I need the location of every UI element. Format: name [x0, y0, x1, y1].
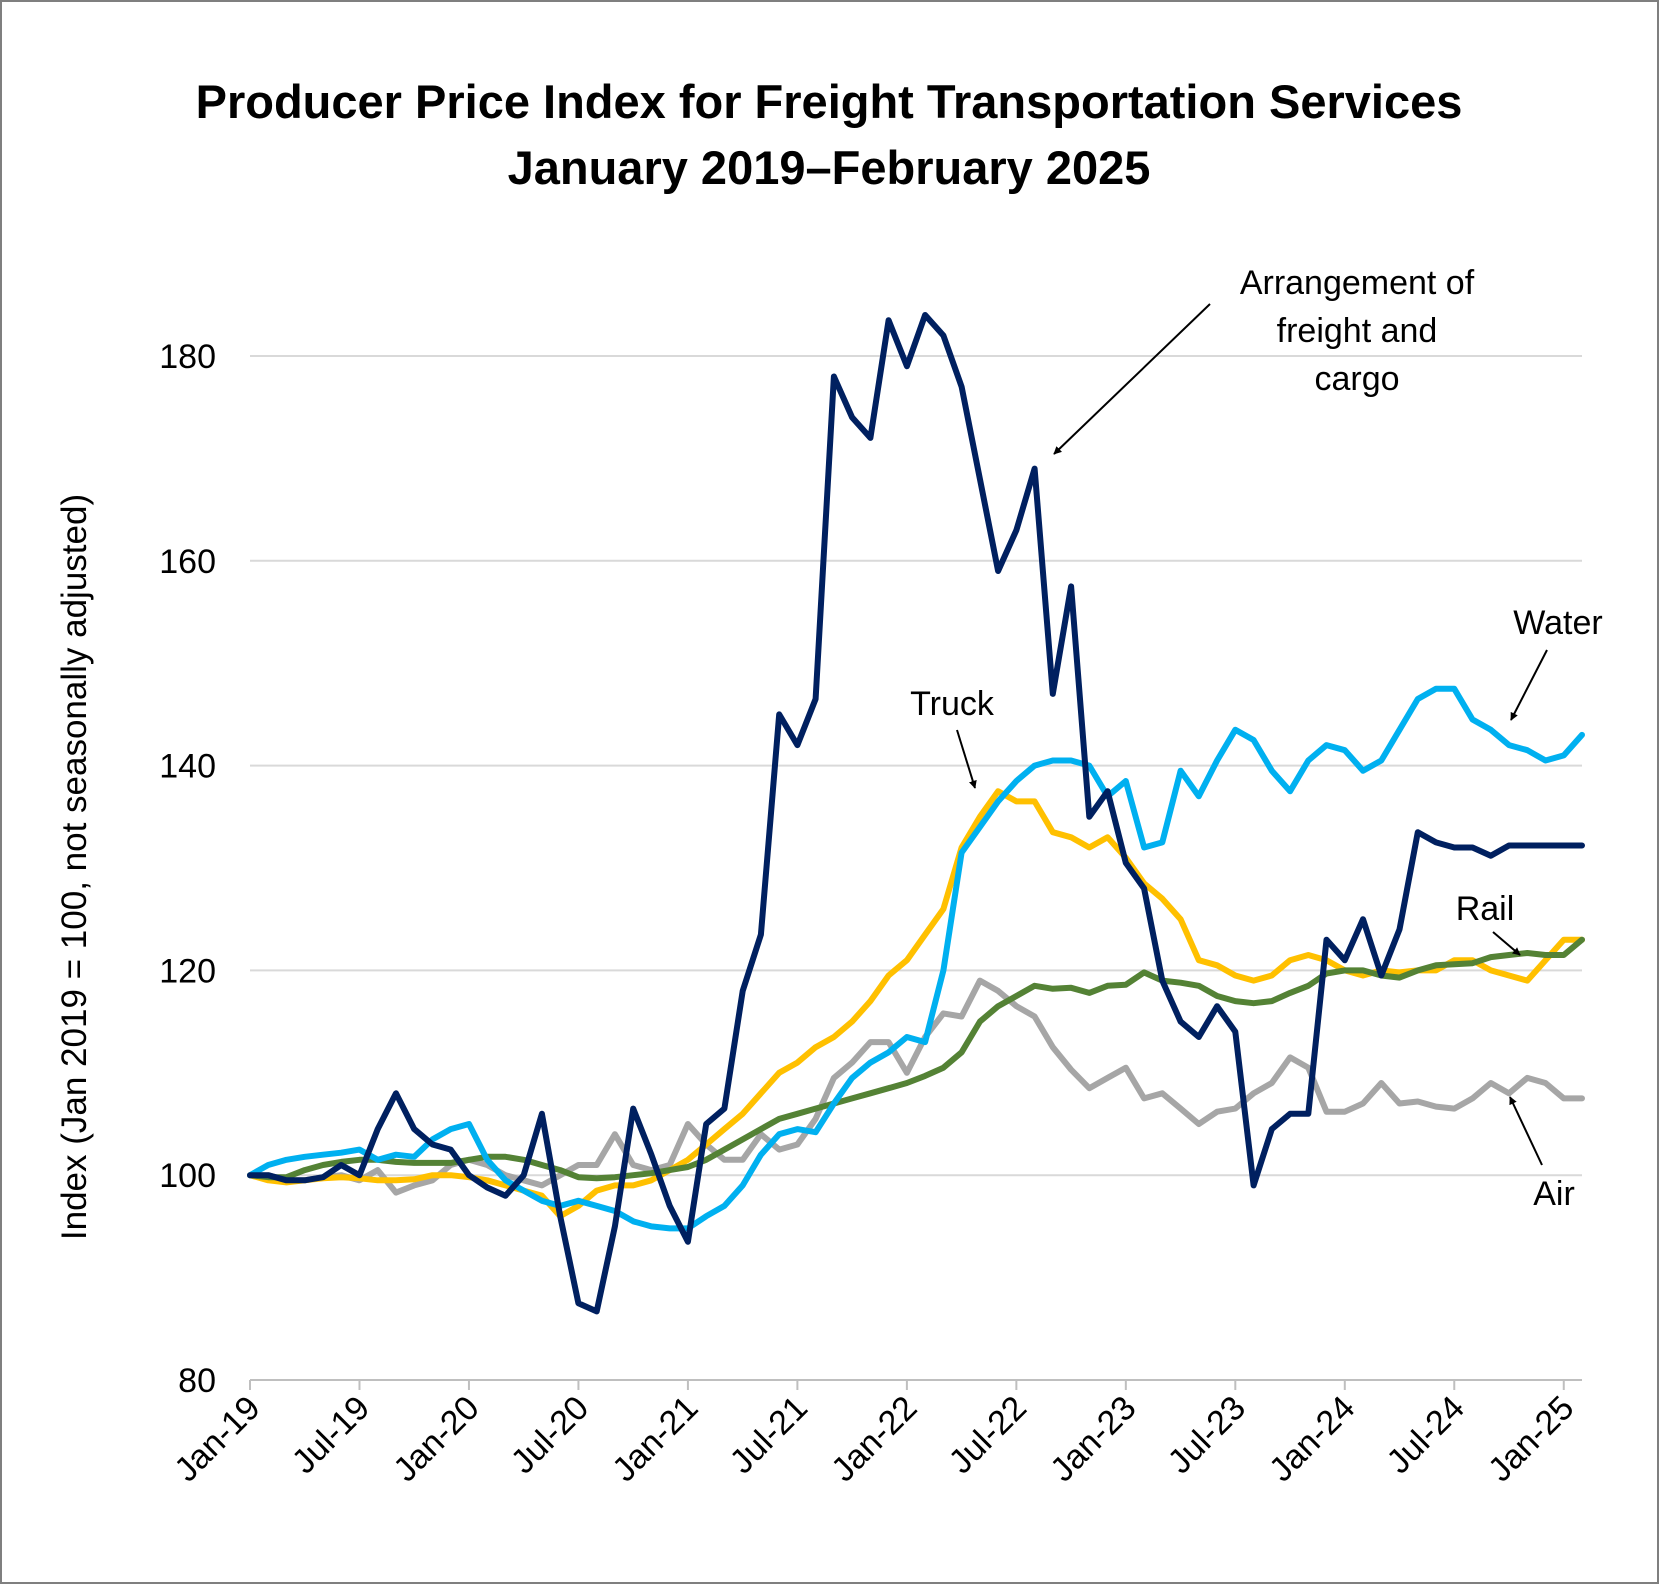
annotation-rail: Rail — [1456, 890, 1521, 956]
x-tick-label-Jul-24: Jul-24 — [1380, 1389, 1472, 1481]
x-tick-label-Jan-19: Jan-19 — [167, 1389, 267, 1489]
chart-title: Producer Price Index for Freight Transpo… — [196, 75, 1463, 128]
x-tick-label-Jan-25: Jan-25 — [1481, 1389, 1581, 1489]
annotation-arrangement: Arrangement of freight and cargo — [1053, 264, 1475, 455]
x-axis: Jan-19 Jul-19 Jan-20 Jul-20 Jan-21 Jul-21 Jan-… — [167, 1379, 1582, 1489]
series-annotations: Arrangement of freight and cargo Water T… — [910, 264, 1603, 1213]
annotation-water: Water — [1510, 604, 1603, 721]
arrangement-arrow — [1053, 303, 1211, 455]
truck-label: Truck — [910, 685, 995, 723]
x-tick-label-Jul-19: Jul-19 — [285, 1389, 377, 1481]
y-tick-label-140: 140 — [159, 748, 216, 786]
annotation-truck: Truck — [910, 685, 995, 789]
x-tick-label-Jan-20: Jan-20 — [386, 1389, 486, 1489]
arrangement-label-line-3: cargo — [1314, 360, 1399, 398]
series-line-arrangement-of-freight-and-cargo — [247, 312, 1585, 1315]
rail-arrow — [1492, 931, 1521, 956]
x-tick-label-Jul-22: Jul-22 — [942, 1389, 1034, 1481]
x-tick-label-Jul-23: Jul-23 — [1161, 1389, 1253, 1481]
arrangement-label-line-1: Arrangement of — [1240, 264, 1475, 302]
water-label: Water — [1513, 604, 1602, 642]
y-tick-label-100: 100 — [159, 1157, 216, 1195]
x-tick-label-Jan-24: Jan-24 — [1262, 1389, 1362, 1489]
series-line-water — [247, 685, 1585, 1232]
chart-subtitle: January 2019–February 2025 — [508, 141, 1151, 194]
series-line-rail — [247, 936, 1585, 1182]
y-tick-label-120: 120 — [159, 952, 216, 990]
water-arrow — [1510, 649, 1548, 721]
series-lines — [247, 312, 1585, 1315]
y-axis-label: Index (Jan 2019 = 100, not seasonally ad… — [55, 494, 94, 1240]
x-tick-label-Jul-21: Jul-21 — [723, 1389, 815, 1481]
air-label: Air — [1533, 1175, 1575, 1213]
rail-label: Rail — [1456, 890, 1515, 928]
air-arrow — [1509, 1096, 1543, 1166]
truck-arrow — [956, 729, 977, 789]
annotation-air: Air — [1509, 1096, 1575, 1213]
y-tick-label-160: 160 — [159, 543, 216, 581]
x-tick-label-Jan-22: Jan-22 — [824, 1389, 924, 1489]
arrangement-label-line-2: freight and — [1277, 312, 1438, 350]
x-tick-label-Jul-20: Jul-20 — [504, 1389, 596, 1481]
x-tick-label-Jan-23: Jan-23 — [1043, 1389, 1143, 1489]
y-tick-label-180: 180 — [159, 338, 216, 376]
y-axis-ticks: 80 100 120 140 160 180 — [159, 338, 216, 1400]
y-tick-label-80: 80 — [178, 1362, 216, 1400]
x-tick-label-Jan-21: Jan-21 — [605, 1389, 705, 1489]
